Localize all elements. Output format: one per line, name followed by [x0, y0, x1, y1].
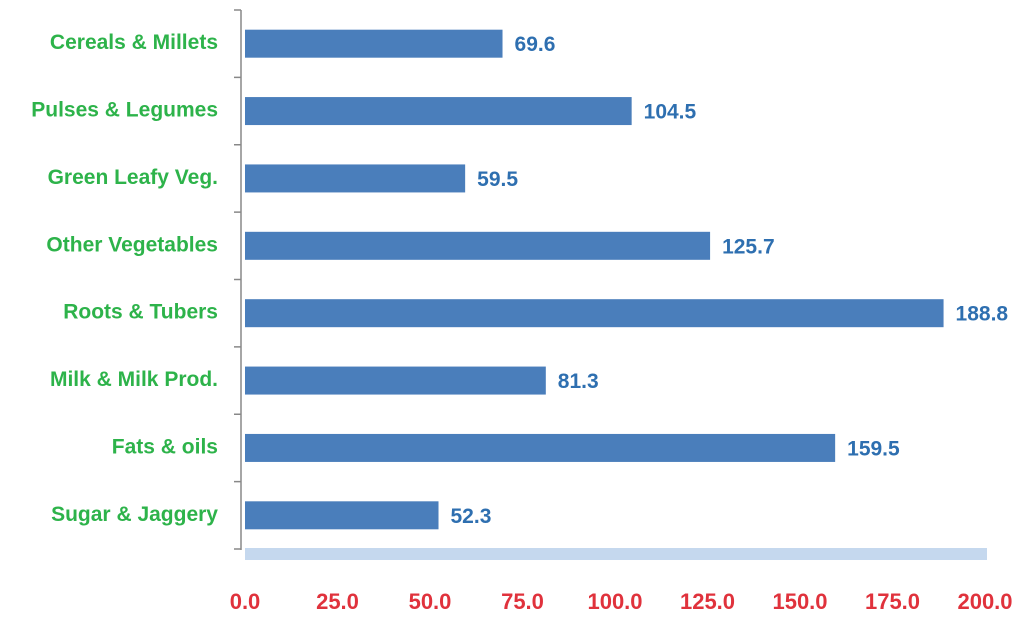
x-tick-label: 0.0	[230, 589, 261, 614]
x-tick-label: 50.0	[409, 589, 452, 614]
y-tick-label: Green Leafy Veg.	[48, 166, 218, 189]
x-tick-label: 150.0	[772, 589, 827, 614]
y-tick-label: Sugar & Jaggery	[51, 503, 218, 526]
value-label: 81.3	[558, 370, 599, 393]
bar	[245, 433, 836, 462]
y-tick-label: Other Vegetables	[46, 233, 218, 256]
bar	[245, 29, 503, 58]
x-tick-label: 75.0	[501, 589, 544, 614]
x-tick-label: 175.0	[865, 589, 920, 614]
y-tick-label: Milk & Milk Prod.	[50, 368, 218, 391]
value-label: 104.5	[644, 101, 697, 124]
value-label: 159.5	[847, 437, 900, 460]
value-label: 52.3	[451, 505, 492, 528]
y-tick-label: Roots & Tubers	[63, 301, 218, 324]
x-tick-label: 100.0	[587, 589, 642, 614]
axis-floor	[245, 548, 987, 560]
bar	[245, 164, 466, 193]
bar	[245, 501, 439, 530]
x-tick-label: 200.0	[957, 589, 1012, 614]
bar	[245, 231, 711, 260]
bar	[245, 97, 632, 126]
value-label: 125.7	[722, 235, 775, 258]
y-tick-label: Pulses & Legumes	[31, 99, 218, 122]
bar	[245, 299, 944, 328]
y-tick-label: Fats & oils	[112, 435, 218, 458]
value-label: 59.5	[477, 168, 518, 191]
bar	[245, 366, 546, 395]
value-label: 188.8	[956, 303, 1009, 326]
x-tick-label: 125.0	[680, 589, 735, 614]
value-label: 69.6	[515, 33, 556, 56]
y-tick-label: Cereals & Millets	[50, 31, 218, 54]
x-tick-label: 25.0	[316, 589, 359, 614]
